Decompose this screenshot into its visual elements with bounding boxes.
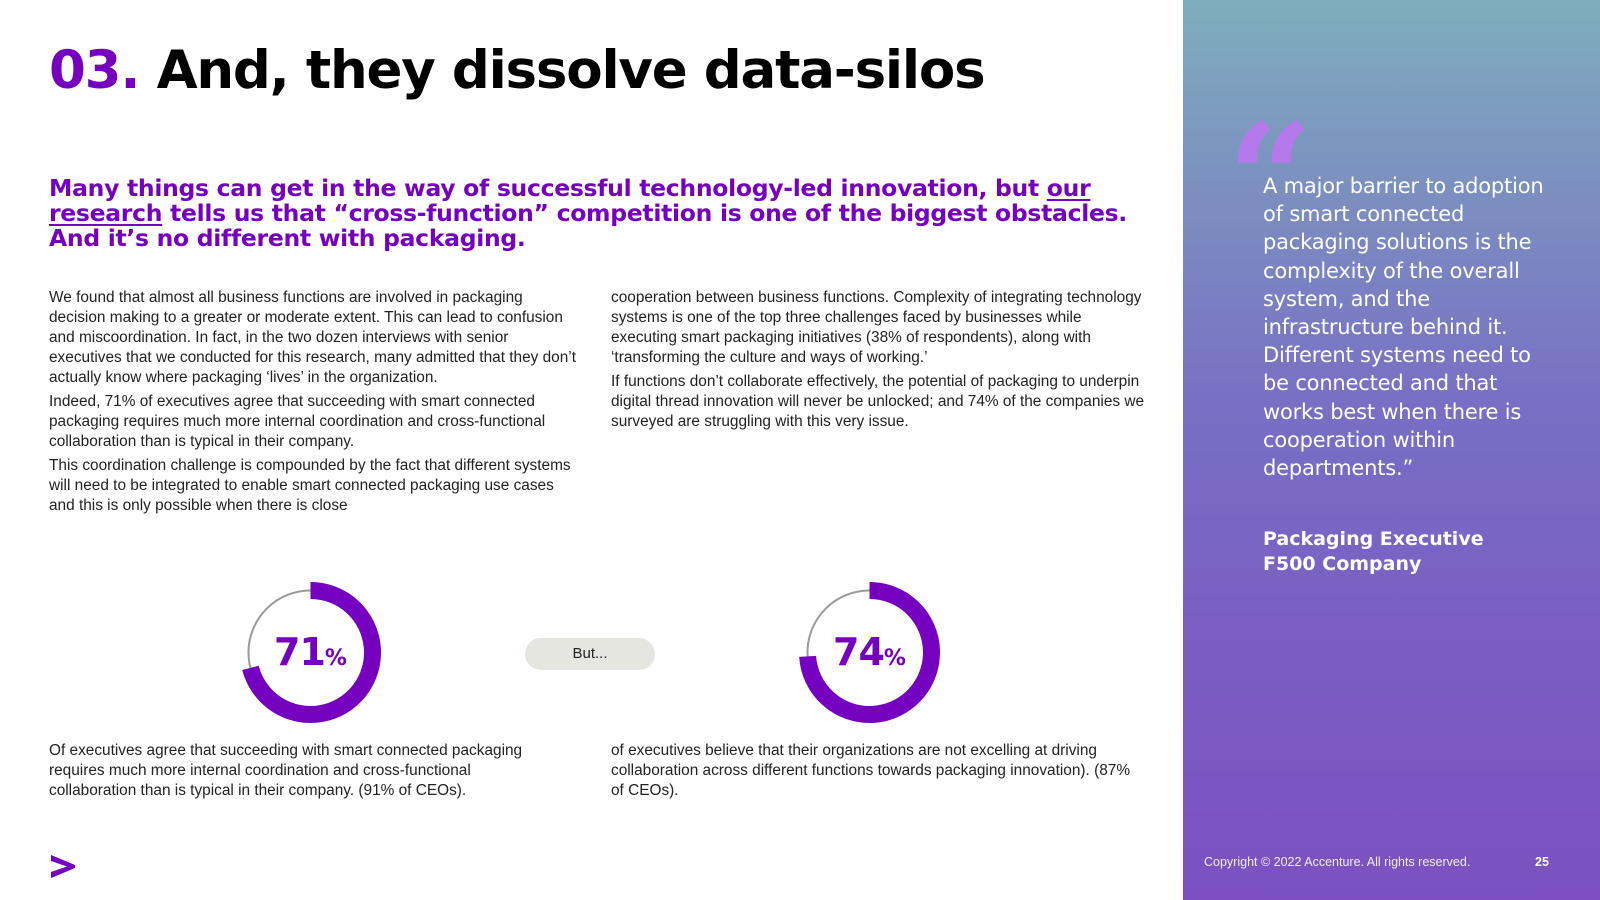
title-text: And, they dissolve data-silos [156, 40, 986, 101]
donut-value: 74% [797, 580, 942, 725]
stat-description-74: of executives believe that their organiz… [611, 742, 1131, 799]
body-paragraph: If functions don’t collaborate effective… [611, 373, 1145, 430]
body-paragraph: Indeed, 71% of executives agree that suc… [49, 393, 546, 450]
body-column-right: cooperation between business functions. … [611, 288, 1146, 436]
page-number: 25 [1535, 855, 1549, 869]
copyright-notice: Copyright © 2022 Accenture. All rights r… [1204, 855, 1471, 869]
page-title: 03. And, they dissolve data-silos [49, 36, 986, 106]
research-link[interactable]: our research [49, 174, 1091, 227]
donut-chart-71: 71% [238, 580, 383, 725]
lead-paragraph: Many things can get in the way of succes… [49, 176, 1159, 251]
donut-graphic [799, 582, 940, 723]
pull-quote: A major barrier to adoption of smart con… [1263, 174, 1544, 481]
stat-description-71: Of executives agree that succeeding with… [49, 742, 523, 799]
stat-unit: % [883, 646, 906, 671]
donut-arc [242, 582, 381, 723]
lead-text-start: Many things can get in the way of succes… [49, 174, 1047, 202]
attribution-role: Packaging Executive [1263, 528, 1484, 550]
quote-attribution: Packaging Executive F500 Company [1263, 527, 1484, 577]
attribution-company: F500 Company [1263, 553, 1422, 575]
donut-graphic [242, 582, 381, 723]
section-number: 03. [49, 40, 141, 101]
main-content: 03. And, they dissolve data-silos Many t… [49, 36, 1159, 878]
stat-number: 71 [274, 630, 326, 674]
quote-sidebar: “ A major barrier to adoption of smart c… [1183, 0, 1600, 900]
lead-text-end: tells us that “cross-function” competiti… [49, 199, 1127, 252]
accenture-logo-icon [51, 855, 75, 878]
body-paragraph: This coordination challenge is compounde… [49, 457, 571, 514]
body-paragraph: cooperation between business functions. … [611, 289, 1142, 366]
stat-unit: % [324, 646, 347, 671]
stat-number: 74 [833, 630, 885, 674]
body-paragraph: We found that almost all business functi… [49, 289, 576, 386]
donut-chart-74: 74% [797, 580, 942, 725]
quote-mark-icon: “ [1227, 91, 1314, 267]
donut-value: 71% [238, 580, 383, 725]
body-column-left: We found that almost all business functi… [49, 288, 582, 520]
but-connector-pill: But... [525, 638, 655, 670]
donut-arc [799, 582, 940, 723]
